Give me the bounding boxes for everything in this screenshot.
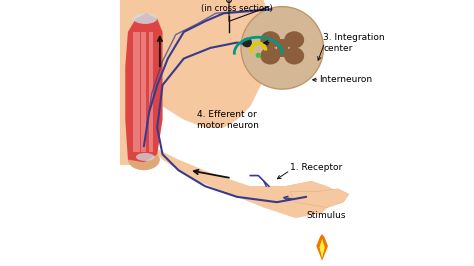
Polygon shape bbox=[149, 32, 153, 152]
Polygon shape bbox=[133, 32, 140, 152]
Polygon shape bbox=[290, 189, 349, 207]
Polygon shape bbox=[152, 0, 277, 128]
Ellipse shape bbox=[128, 149, 160, 170]
Text: 4. Efferent or
motor neuron: 4. Efferent or motor neuron bbox=[197, 110, 259, 130]
Text: Stimulus: Stimulus bbox=[306, 211, 346, 220]
Circle shape bbox=[242, 38, 252, 47]
Ellipse shape bbox=[284, 47, 304, 65]
Polygon shape bbox=[125, 13, 163, 162]
Ellipse shape bbox=[260, 47, 280, 65]
Circle shape bbox=[241, 7, 323, 89]
Polygon shape bbox=[125, 149, 322, 213]
Polygon shape bbox=[277, 39, 288, 57]
Text: Interneuron: Interneuron bbox=[319, 75, 373, 84]
Ellipse shape bbox=[133, 13, 157, 24]
Text: 3. Integration
center: 3. Integration center bbox=[323, 32, 385, 53]
Polygon shape bbox=[319, 239, 325, 258]
Ellipse shape bbox=[260, 31, 280, 49]
Polygon shape bbox=[250, 181, 338, 218]
Polygon shape bbox=[141, 32, 146, 152]
Circle shape bbox=[255, 53, 261, 58]
Polygon shape bbox=[316, 234, 328, 261]
Text: 1. Receptor: 1. Receptor bbox=[290, 163, 342, 172]
Text: (in cross section): (in cross section) bbox=[201, 4, 273, 13]
Ellipse shape bbox=[136, 153, 155, 161]
Ellipse shape bbox=[284, 31, 304, 49]
Polygon shape bbox=[120, 0, 163, 165]
